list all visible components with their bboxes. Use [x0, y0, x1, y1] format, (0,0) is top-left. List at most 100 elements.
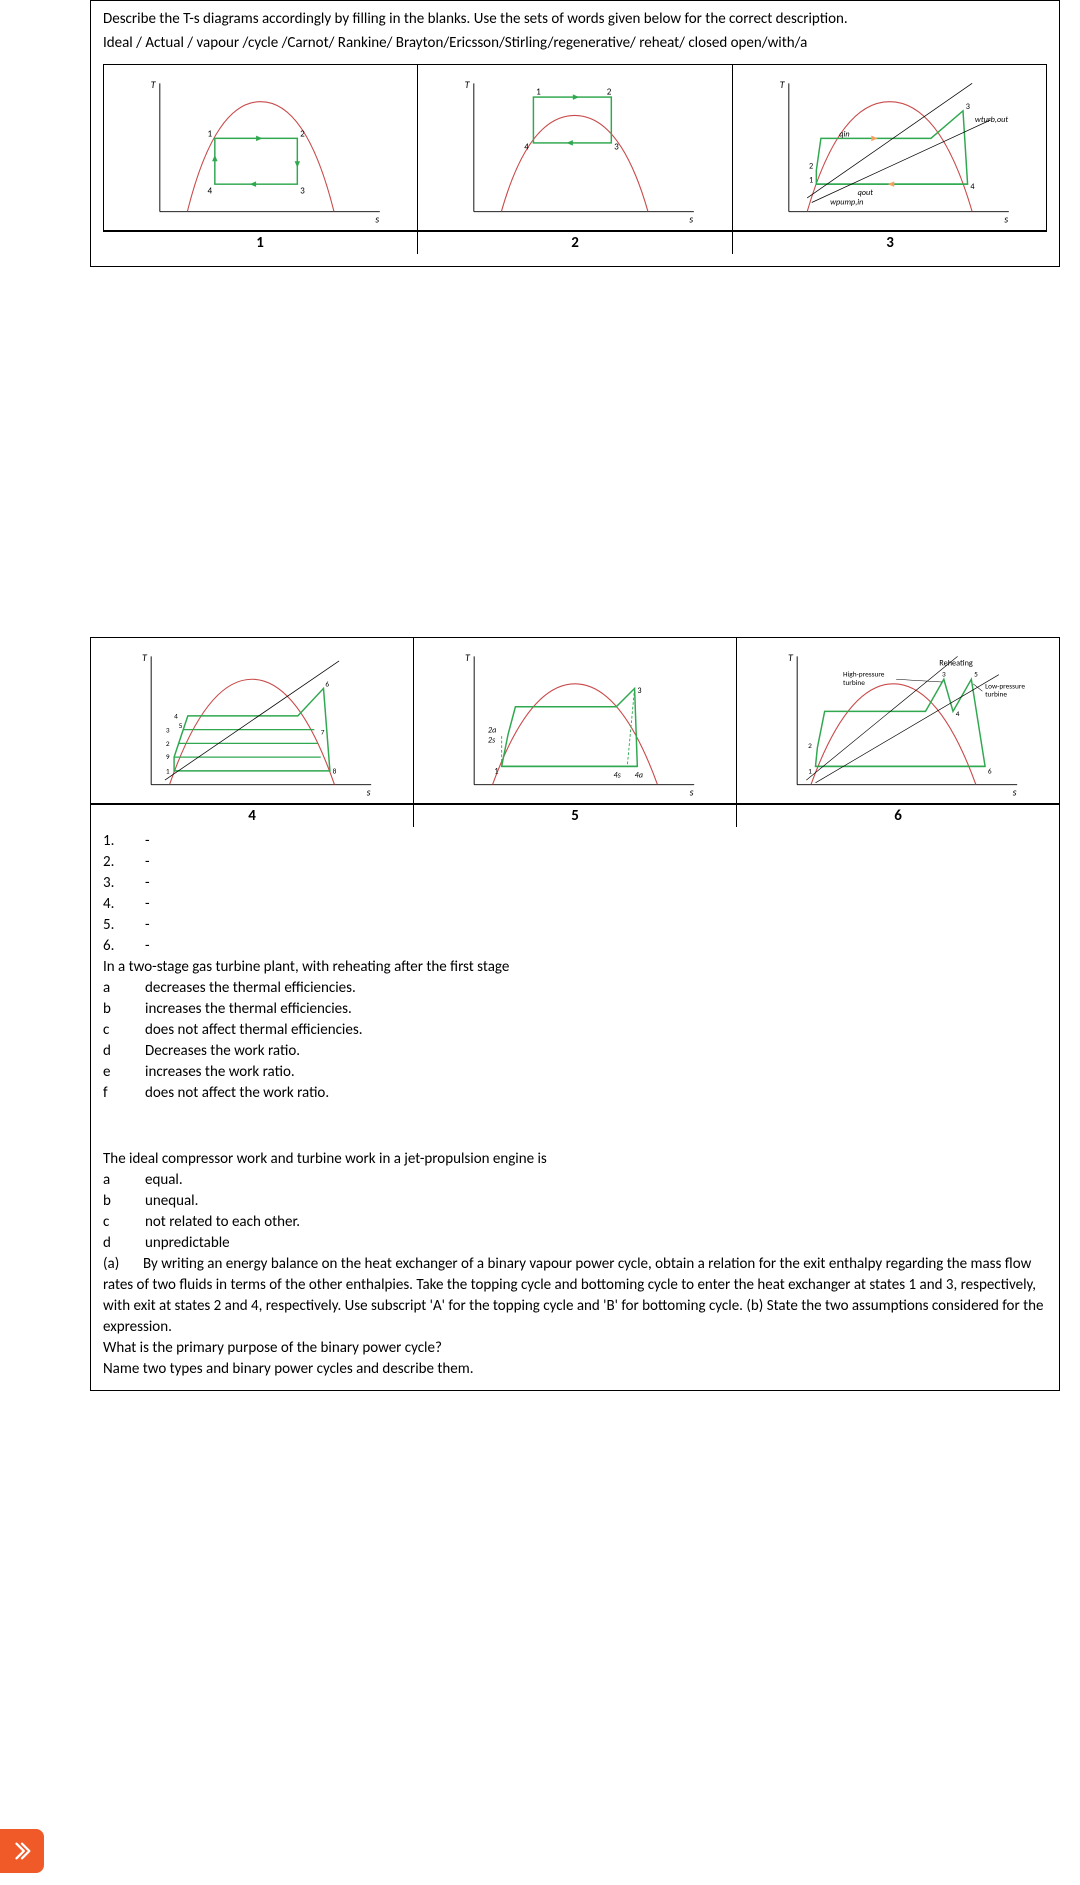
ts-diagram-3: T s 1 2 3 4 qin qout wpump,in wturb,out — [733, 65, 1046, 230]
svg-text:5: 5 — [179, 720, 183, 729]
blank-3-num: 3. — [103, 873, 145, 894]
svg-text:wturb,out: wturb,out — [975, 114, 1009, 124]
svg-text:1: 1 — [207, 128, 212, 139]
blank-4-num: 4. — [103, 894, 145, 915]
hp-turbine-label: High-pressureturbine — [843, 669, 885, 686]
svg-text:6: 6 — [988, 766, 992, 775]
svg-text:4: 4 — [174, 711, 178, 720]
svg-text:1: 1 — [494, 766, 498, 776]
ts-diagram-2: T s 1 2 3 4 — [418, 65, 731, 230]
blank-4-val: - — [145, 894, 150, 915]
svg-text:1: 1 — [166, 766, 170, 775]
ts-diagram-4: T s 2 3 4 5 6 7 8 1 9 — [91, 638, 413, 803]
blank-3-val: - — [145, 873, 150, 894]
q1-opt-c-text: does not affect thermal efficiencies. — [145, 1020, 363, 1041]
q2-stem: The ideal compressor work and turbine wo… — [103, 1149, 1047, 1170]
q1-opt-d-key: d — [103, 1041, 145, 1062]
diagram-number-2: 2 — [418, 232, 733, 254]
svg-text:T: T — [788, 650, 794, 663]
svg-text:2: 2 — [808, 741, 812, 750]
svg-text:s: s — [690, 212, 694, 225]
q1-stem: In a two-stage gas turbine plant, with r… — [103, 957, 1047, 978]
q1-opt-f-key: f — [103, 1083, 145, 1104]
top-diagram-row: T s 1 2 3 4 T s 1 — [103, 64, 1047, 231]
diagram-3: T s 1 2 3 4 qin qout wpump,in wturb,out — [733, 65, 1046, 230]
svg-text:3: 3 — [965, 102, 969, 112]
ts-diagram-6: T s Reheating High-pressureturbine Low-p… — [737, 638, 1059, 803]
svg-text:Reheating: Reheating — [939, 658, 973, 668]
svg-text:3: 3 — [637, 686, 641, 696]
q3-part-c: Name two types and binary power cycles a… — [103, 1359, 1047, 1380]
bottom-diagram-numbers: 4 5 6 — [91, 804, 1059, 827]
svg-text:1: 1 — [809, 175, 813, 185]
svg-text:4a: 4a — [635, 770, 643, 780]
q2-opt-d-key: d — [103, 1233, 145, 1254]
svg-text:T: T — [779, 77, 785, 90]
q1-opt-a-text: decreases the thermal efficiencies. — [145, 978, 356, 999]
diagram-6: T s Reheating High-pressureturbine Low-p… — [737, 638, 1059, 803]
q1-opt-b-text: increases the thermal efficiencies. — [145, 999, 352, 1020]
blank-list: 1.- 2.- 3.- 4.- 5.- 6.- — [103, 831, 1047, 957]
svg-text:9: 9 — [166, 752, 170, 761]
diagram-2: T s 1 2 3 4 — [418, 65, 732, 230]
svg-text:1: 1 — [536, 86, 541, 97]
svg-text:3: 3 — [614, 141, 619, 152]
svg-text:4s: 4s — [614, 770, 622, 780]
svg-text:8: 8 — [333, 766, 337, 775]
svg-text:3: 3 — [942, 669, 946, 678]
blank-1-val: - — [145, 831, 150, 852]
svg-text:3: 3 — [300, 185, 305, 196]
q2-opt-b-key: b — [103, 1191, 145, 1212]
q1-options: adecreases the thermal efficiencies. bin… — [103, 978, 1047, 1104]
svg-text:2: 2 — [166, 739, 170, 748]
instruction-line-2: Ideal / Actual / vapour /cycle /Carnot/ … — [103, 33, 1047, 53]
diagram-number-5: 5 — [414, 805, 737, 827]
q3-part-b: What is the primary purpose of the binar… — [103, 1338, 1047, 1359]
q1-opt-b-key: b — [103, 999, 145, 1020]
expand-chevron-button[interactable] — [0, 1829, 44, 1873]
svg-text:s: s — [367, 785, 371, 798]
instruction-line-1: Describe the T-s diagrams accordingly by… — [103, 9, 1047, 29]
diagram-number-4: 4 — [91, 805, 414, 827]
svg-text:T: T — [465, 77, 471, 90]
q2-opt-a-key: a — [103, 1170, 145, 1191]
svg-text:4: 4 — [525, 141, 530, 152]
svg-text:s: s — [690, 785, 694, 798]
answer-blanks: 1.- 2.- 3.- 4.- 5.- 6.- In a two-stage g… — [91, 827, 1059, 1390]
diagram-number-3: 3 — [733, 232, 1047, 254]
diagram-1: T s 1 2 3 4 — [104, 65, 418, 230]
q1-opt-a-key: a — [103, 978, 145, 999]
ts-diagram-5: T s 2a 2s 1 3 4s 4a — [414, 638, 736, 803]
svg-text:5: 5 — [974, 669, 978, 678]
chevron-right-icon — [11, 1840, 33, 1862]
blank-6-val: - — [145, 936, 150, 957]
svg-text:2s: 2s — [488, 735, 496, 745]
q1-opt-f-text: does not affect the work ratio. — [145, 1083, 329, 1104]
svg-text:4: 4 — [207, 185, 212, 196]
svg-text:s: s — [375, 212, 379, 225]
diagram-4: T s 2 3 4 5 6 7 8 1 9 — [91, 638, 414, 803]
q2-options: aequal. bunequal. cnot related to each o… — [103, 1170, 1047, 1254]
blank-1-num: 1. — [103, 831, 145, 852]
blank-2-num: 2. — [103, 852, 145, 873]
svg-text:4: 4 — [970, 181, 975, 191]
svg-text:3: 3 — [166, 725, 170, 734]
svg-text:s: s — [1013, 785, 1017, 798]
q1-opt-d-text: Decreases the work ratio. — [145, 1041, 300, 1062]
ts-diagram-1: T s 1 2 3 4 — [104, 65, 417, 230]
lp-turbine-label: Low-pressureturbine — [985, 681, 1025, 698]
svg-text:wpump,in: wpump,in — [830, 197, 863, 207]
svg-text:2: 2 — [809, 161, 813, 171]
q1-opt-c-key: c — [103, 1020, 145, 1041]
svg-text:2: 2 — [300, 128, 305, 139]
q2-opt-c-key: c — [103, 1212, 145, 1233]
svg-text:T: T — [142, 650, 148, 663]
svg-text:1: 1 — [808, 766, 812, 775]
blank-2-val: - — [145, 852, 150, 873]
svg-text:7: 7 — [321, 727, 325, 736]
diagram-number-6: 6 — [737, 805, 1059, 827]
svg-text:qin: qin — [839, 129, 849, 139]
top-diagram-numbers: 1 2 3 — [103, 231, 1047, 254]
svg-text:6: 6 — [325, 679, 329, 688]
q1-opt-e-text: increases the work ratio. — [145, 1062, 295, 1083]
